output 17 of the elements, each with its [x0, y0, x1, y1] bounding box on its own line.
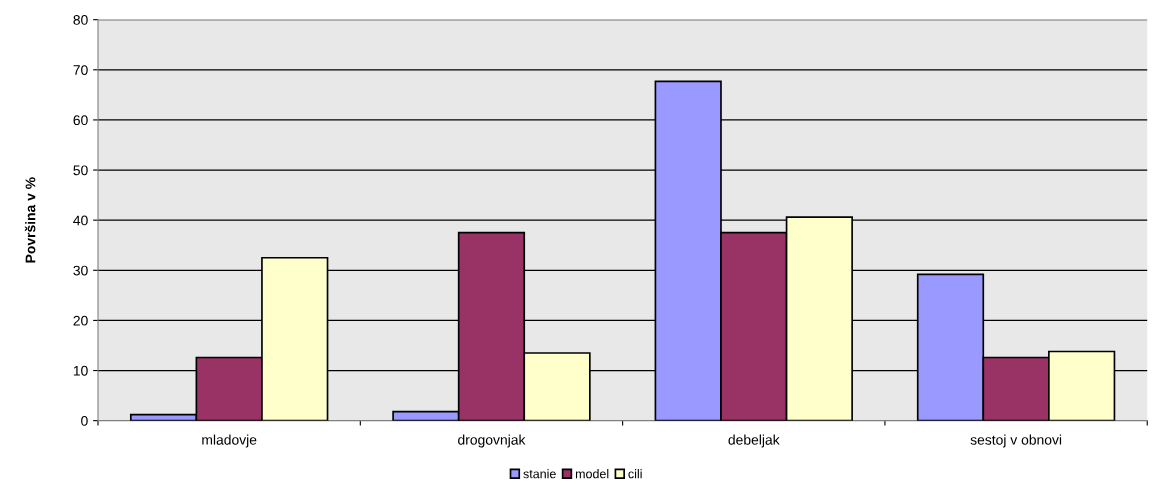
- y-tick-label: 60: [73, 115, 88, 126]
- y-tick-label: 50: [73, 165, 88, 176]
- y-axis-title: Površina v %: [24, 177, 36, 263]
- y-tick-label: 20: [73, 315, 88, 326]
- y-tick-label: 0: [81, 415, 88, 426]
- x-tick-label: sestoj v obnovi: [970, 434, 1062, 448]
- y-tick-label: 40: [73, 215, 88, 226]
- legend-label: cili: [628, 469, 642, 479]
- y-tick-label: 80: [73, 15, 88, 25]
- x-tick-label: debeljak: [728, 434, 780, 448]
- x-tick-label: mladovje: [202, 434, 257, 448]
- y-tick-label: 30: [73, 265, 88, 276]
- y-tick-label: 10: [73, 365, 88, 376]
- x-tick-label: drogovnjak: [458, 434, 526, 448]
- legend-label: model: [575, 469, 609, 479]
- legend-label: stanie: [523, 469, 556, 479]
- y-tick-label: 70: [73, 65, 88, 75]
